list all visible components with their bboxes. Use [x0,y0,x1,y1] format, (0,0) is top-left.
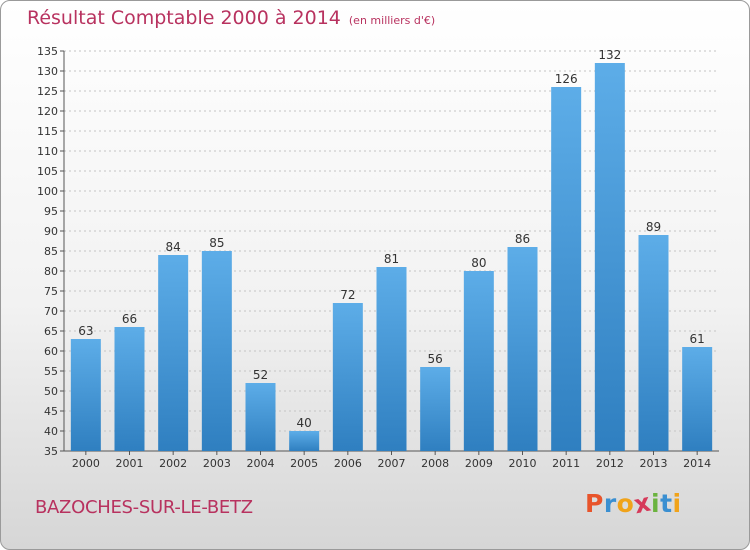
brand-letter: P [585,489,604,518]
data-label-2006: 72 [340,288,355,302]
brand-letter: t [660,489,673,518]
x-tick-label-2000: 2000 [72,457,100,470]
y-tick-label: 45 [44,405,58,418]
x-tick-label-2009: 2009 [465,457,493,470]
brand-letter: i [672,489,682,518]
bar-2004 [245,383,276,451]
data-label-2012: 132 [598,48,621,62]
y-tick-label: 105 [37,165,58,178]
brand-letter: o [616,489,635,518]
y-tick-label: 75 [44,285,58,298]
brand-letter: i [651,489,661,518]
bar-2007 [376,267,407,451]
x-tick-label-2010: 2010 [509,457,537,470]
data-label-2007: 81 [384,252,399,266]
bar-2011 [551,87,582,451]
data-label-2003: 85 [209,236,224,250]
y-tick-label: 130 [37,65,58,78]
bar-2013 [638,235,669,451]
y-tick-label: 70 [44,305,58,318]
chart-title-text: Résultat Comptable 2000 à 2014 [27,7,341,29]
bar-2010 [507,247,538,451]
y-tick-label: 120 [37,105,58,118]
chart-subtitle: (en milliers d'€) [348,14,436,27]
bar-2009 [463,271,494,451]
y-tick-label: 50 [44,385,58,398]
brand-logo: Proxiti [585,488,682,520]
x-tick-label-2003: 2003 [203,457,231,470]
x-tick-label-2008: 2008 [421,457,449,470]
y-tick-label: 80 [44,265,58,278]
y-tick-label: 55 [44,365,58,378]
data-label-2004: 52 [253,368,268,382]
x-tick-label-2012: 2012 [596,457,624,470]
bar-2014 [682,347,713,451]
y-tick-label: 125 [37,85,58,98]
city-name: BAZOCHES-SUR-LE-BETZ [35,497,253,518]
x-tick-label-2013: 2013 [640,457,668,470]
x-tick-label-2006: 2006 [334,457,362,470]
bar-2002 [158,255,189,451]
y-tick-label: 90 [44,225,58,238]
bar-2003 [201,251,232,451]
bar-2012 [594,63,625,451]
y-tick-label: 95 [44,205,58,218]
brand-letter: r [603,489,617,518]
x-tick-label-2014: 2014 [683,457,711,470]
bar-2008 [420,367,451,451]
data-label-2011: 126 [555,72,578,86]
y-tick-label: 40 [44,425,58,438]
data-label-2001: 66 [122,312,137,326]
bar-2001 [114,327,145,451]
data-label-2005: 40 [297,416,312,430]
data-label-2013: 89 [646,220,661,234]
chart-title: Résultat Comptable 2000 à 2014 (en millie… [27,7,435,29]
data-label-2008: 56 [428,352,443,366]
y-tick-label: 115 [37,125,58,138]
x-tick-label-2001: 2001 [116,457,144,470]
x-tick-label-2005: 2005 [290,457,318,470]
x-tick-label-2004: 2004 [247,457,275,470]
data-label-2010: 86 [515,232,530,246]
x-tick-label-2011: 2011 [552,457,580,470]
x-tick-label-2007: 2007 [378,457,406,470]
y-tick-label: 35 [44,445,58,458]
y-tick-label: 60 [44,345,58,358]
x-tick-label-2002: 2002 [159,457,187,470]
y-tick-label: 65 [44,325,58,338]
y-tick-label: 135 [37,45,58,58]
data-label-2000: 63 [78,324,93,338]
y-tick-label: 85 [44,245,58,258]
y-tick-label: 100 [37,185,58,198]
y-tick-label: 110 [37,145,58,158]
bar-2005 [289,431,320,451]
bar-2000 [70,339,101,451]
bar-2006 [332,303,363,451]
data-label-2009: 80 [471,256,486,270]
data-label-2014: 61 [690,332,705,346]
data-label-2002: 84 [166,240,181,254]
